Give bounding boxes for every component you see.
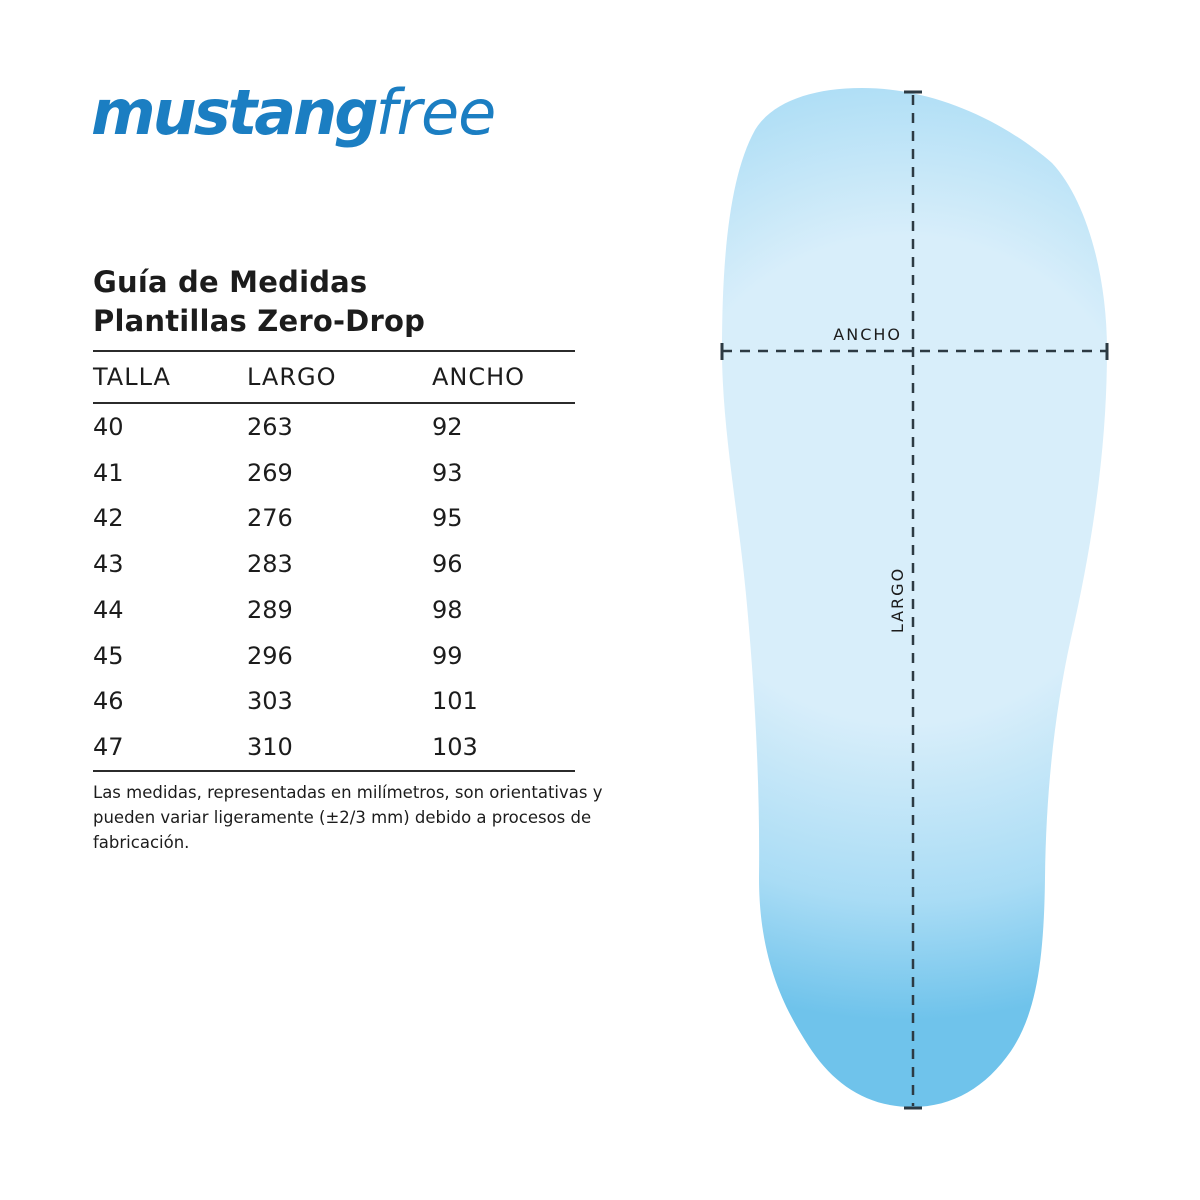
- column-header-talla: TALLA: [93, 363, 171, 391]
- table-cell: 103: [432, 733, 478, 762]
- table-cell: 98: [432, 595, 463, 624]
- brand-logo: mustangfree: [91, 82, 496, 144]
- column-header-ancho: ANCHO: [432, 363, 526, 391]
- table-top-rule: [93, 350, 575, 352]
- table-row: 43 283 96: [93, 541, 575, 587]
- table-row: 44 289 98: [93, 587, 575, 633]
- table-cell: 303: [247, 687, 293, 716]
- width-label: ANCHO: [833, 325, 902, 344]
- table-cell: 93: [432, 458, 463, 487]
- footnote: Las medidas, representadas en milímetros…: [93, 780, 673, 855]
- table-cell: 46: [93, 687, 124, 716]
- page-title-line2: Plantillas Zero-Drop: [93, 304, 426, 338]
- table-row: 40 263 92: [93, 404, 575, 450]
- table-cell: 41: [93, 458, 124, 487]
- page-title: Guía de Medidas Plantillas Zero-Drop: [93, 263, 425, 341]
- brand-logo-suffix: free: [375, 76, 497, 149]
- table-cell: 310: [247, 733, 293, 762]
- table-cell: 47: [93, 733, 124, 762]
- table-cell: 43: [93, 550, 124, 579]
- table-row: 45 296 99: [93, 633, 575, 679]
- table-cell: 283: [247, 550, 293, 579]
- brand-logo-main: mustang: [91, 76, 379, 149]
- table-cell: 101: [432, 687, 478, 716]
- table-cell: 99: [432, 641, 463, 670]
- length-dimension-line: [904, 90, 922, 1110]
- table-row: 47 310 103: [93, 724, 575, 770]
- table-cell: 296: [247, 641, 293, 670]
- table-body: 40 263 92 41 269 93 42 276 95 43 283 96 44 289 98 45 296…: [93, 404, 575, 770]
- footnote-line1: Las medidas, representadas en milímetros…: [93, 783, 603, 802]
- footnote-line2: pueden variar ligeramente (±2/3 mm) debi…: [93, 808, 592, 852]
- length-label: LARGO: [888, 567, 907, 633]
- table-header-row: TALLA LARGO ANCHO: [93, 352, 575, 402]
- table-cell: 269: [247, 458, 293, 487]
- table-cell: 289: [247, 595, 293, 624]
- width-dimension-line: [720, 343, 1109, 360]
- table-row: 41 269 93: [93, 450, 575, 496]
- insole-shape: [722, 88, 1107, 1107]
- table-row: 42 276 95: [93, 496, 575, 542]
- table-cell: 96: [432, 550, 463, 579]
- table-cell: 95: [432, 504, 463, 533]
- table-cell: 40: [93, 412, 124, 441]
- table-cell: 45: [93, 641, 124, 670]
- column-header-largo: LARGO: [247, 363, 337, 391]
- table-cell: 263: [247, 412, 293, 441]
- table-header-rule: [93, 402, 575, 404]
- table-cell: 44: [93, 595, 124, 624]
- page-title-line1: Guía de Medidas: [93, 265, 368, 299]
- table-cell: 42: [93, 504, 124, 533]
- table-cell: 276: [247, 504, 293, 533]
- table-bottom-rule: [93, 770, 575, 772]
- table-cell: 92: [432, 412, 463, 441]
- size-table: TALLA LARGO ANCHO 40 263 92 41 269 93 42 276 95 4…: [93, 350, 575, 772]
- table-row: 46 303 101: [93, 679, 575, 725]
